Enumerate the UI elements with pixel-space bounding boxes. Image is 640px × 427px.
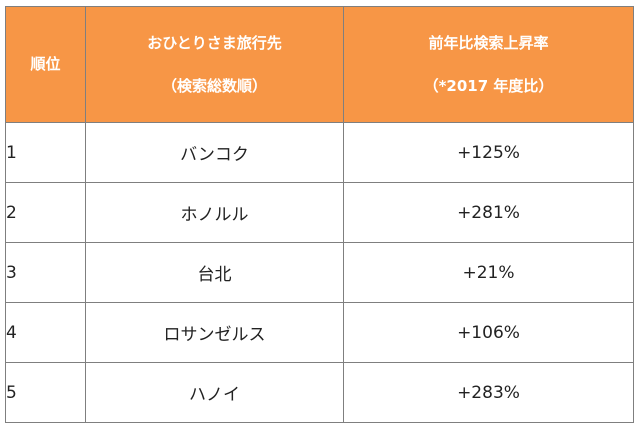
growth-cell: +21% [343,242,634,303]
table-row: 3 台北 +21% [5,242,634,303]
destination-header-note: （検索総数順） [161,76,267,95]
rank-cell: 2 [5,182,86,243]
rank-cell: 4 [5,302,86,363]
destination-cell: ロサンゼルス [85,302,344,363]
header-row: 順位 おひとりさま旅行先 （検索総数順） 前年比検索上昇率 （*2017 年度比… [5,6,634,123]
growth-header-note: （*2017 年度比） [423,76,554,95]
destination-header: おひとりさま旅行先 （検索総数順） [85,6,344,123]
growth-cell: +281% [343,182,634,243]
table-row: 4 ロサンゼルス +106% [5,302,634,363]
rank-cell: 3 [5,242,86,303]
destination-cell: バンコク [85,122,344,183]
growth-cell: +106% [343,302,634,363]
rank-cell: 5 [5,362,86,423]
table-row: 2 ホノルル +281% [5,182,634,243]
growth-header: 前年比検索上昇率 （*2017 年度比） [343,6,634,123]
destination-header-title: おひとりさま旅行先 [147,33,282,52]
growth-header-title: 前年比検索上昇率 [428,33,549,52]
destination-cell: 台北 [85,242,344,303]
destination-cell: ホノルル [85,182,344,243]
table-row: 1 バンコク +125% [5,122,634,183]
growth-cell: +283% [343,362,634,423]
ranking-table: 順位 おひとりさま旅行先 （検索総数順） 前年比検索上昇率 （*2017 年度比… [5,6,634,423]
table-row: 5 ハノイ +283% [5,362,634,423]
rank-cell: 1 [5,122,86,183]
growth-cell: +125% [343,122,634,183]
destination-cell: ハノイ [85,362,344,423]
rank-header: 順位 [5,6,86,123]
